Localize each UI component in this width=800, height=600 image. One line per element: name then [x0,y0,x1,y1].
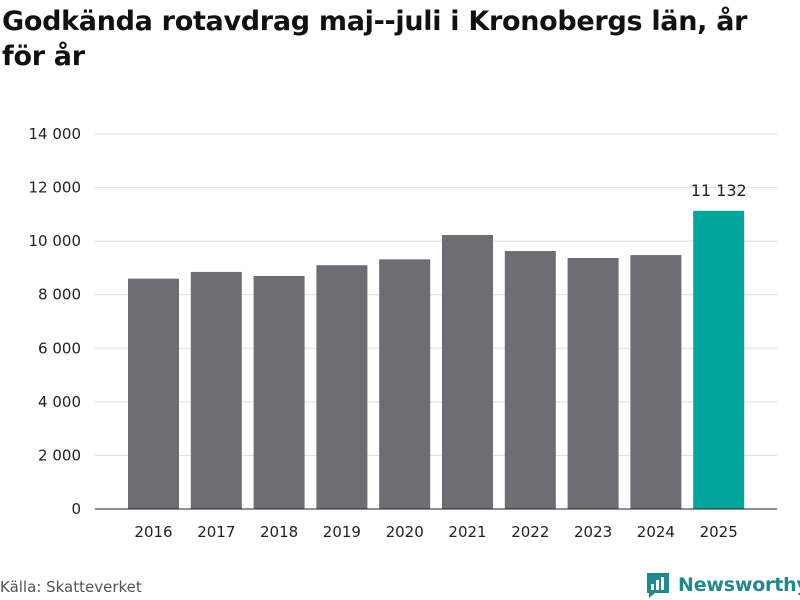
brand-name: Newsworthy [678,574,800,596]
y-tick-label: 6 000 [38,339,81,357]
bar [253,275,305,509]
x-tick-label: 2018 [260,523,298,541]
bars [95,210,777,510]
y-tick-label: 14 000 [29,125,82,143]
y-tick-label: 0 [71,500,81,518]
y-tick-label: 12 000 [29,179,82,197]
source-note: Källa: Skatteverket [0,578,142,596]
x-tick-label: 2017 [197,523,235,541]
x-tick-label: 2020 [386,523,424,541]
y-axis-ticks: 0 2 000 4 000 6 000 8 000 10 000 12 000 14 000 [29,125,82,518]
x-tick-label: 2024 [637,523,675,541]
bar [316,265,368,509]
y-tick-label: 2 000 [38,446,81,464]
newsworthy-logo-icon [647,573,669,598]
bar [693,210,745,510]
x-tick-label: 2019 [323,523,361,541]
x-tick-label: 2016 [134,523,172,541]
x-axis-ticks: 2016 2017 2018 2019 2020 2021 2022 2023 2024 2025 [134,523,737,541]
data-label: 11 132 [691,181,747,200]
bar [567,258,619,509]
bar [379,259,431,509]
bar [630,255,682,509]
data-labels: 11 132 [691,181,747,200]
bar [504,251,556,509]
x-tick-label: 2021 [448,523,486,541]
x-tick-label: 2022 [511,523,549,541]
x-tick-label: 2025 [700,523,738,541]
y-tick-label: 10 000 [29,232,82,250]
chart-title: Godkända rotavdrag maj--juli i Kronoberg… [2,6,748,72]
brand-logo[interactable]: Newsworthy [645,570,800,600]
bar [190,271,242,509]
bar [442,234,493,509]
x-tick-label: 2023 [574,523,612,541]
bar [128,278,179,509]
y-tick-label: 8 000 [38,286,81,304]
y-tick-label: 4 000 [38,393,81,411]
